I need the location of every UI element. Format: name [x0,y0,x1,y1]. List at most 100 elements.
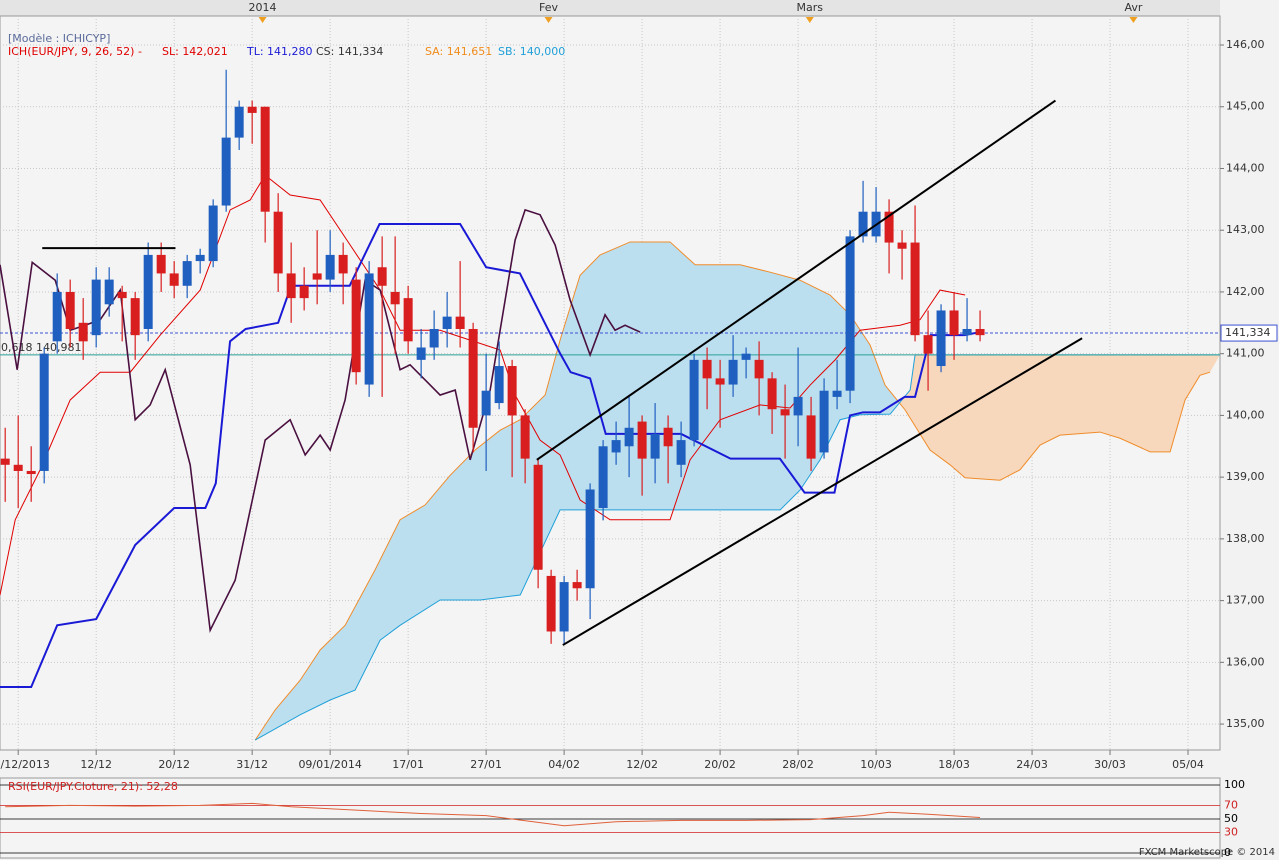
candle-body [585,489,595,589]
y-tick-label: 50 [1224,812,1238,825]
y-tick-label: 136,00 [1226,655,1265,668]
candle-body [793,396,803,416]
plot-area: 0,618 140,981 [0,16,1220,750]
candle-body [286,273,296,299]
candle-body [364,273,374,385]
y-tick-label: 142,00 [1226,285,1265,298]
candle-body [819,390,829,453]
candle-body [650,433,660,459]
last-price-label: 141,334 [1225,326,1271,339]
indicator-line [0,208,641,633]
candle-body [78,322,88,342]
candle-body [975,328,985,336]
candle-body [65,291,75,329]
candle-body [923,335,933,354]
y-tick-label: 135,00 [1226,717,1265,730]
candle-body [741,353,751,360]
candle-body [884,211,894,243]
candle-body [325,254,335,280]
x-tick-label: 18/03 [938,758,970,771]
candle-body [208,205,218,262]
candle-body [715,378,725,385]
x-tick-label: 05/04 [1172,758,1204,771]
candle-body [637,421,647,459]
candle-body [767,378,777,410]
candle-body [598,446,608,509]
candle-body [130,298,140,336]
candle-body [897,242,907,249]
y-tick-label: 145,00 [1226,100,1265,113]
candle-body [104,279,114,305]
trendline [562,337,1083,646]
month-marker [544,17,553,23]
month-label: Avr [1124,1,1142,14]
span-b [254,354,1220,741]
candle-body [728,359,738,385]
y-tick-label: 138,00 [1226,532,1265,545]
y-tick-label: 143,00 [1226,223,1265,236]
candle-body [143,254,153,329]
y-tick-label: 100 [1224,778,1245,791]
y-tick-label: 144,00 [1226,161,1265,174]
candle-body [221,137,231,206]
month-marker [1129,17,1138,23]
x-tick-label: 28/02 [782,758,814,771]
candle-body [949,310,959,336]
indicator-label: ICH(EUR/JPY, 9, 26, 52) - [8,45,142,58]
x-tick-label: 12/12 [80,758,112,771]
month-label: Fev [539,1,558,14]
candle-body [624,427,634,447]
candle-body [481,390,491,416]
x-tick-label: 03/12/2013 [0,758,50,771]
candle-body [455,316,465,329]
indicator-field: SL: 142,021 [162,45,228,58]
indicator-field: TL: 141,280 [246,45,313,58]
candle-body [494,366,504,404]
candle-body [13,464,23,471]
rsi-title: RSI(EUR/JPY.Cloture, 21): 52,28 [8,780,178,793]
month-marker [258,17,267,23]
candle-body [689,359,699,441]
candle-body [338,254,348,274]
y-tick-label: 146,00 [1226,38,1265,51]
candle-body [403,298,413,342]
candle-body [351,279,361,373]
candle-body [858,211,868,237]
x-tick-label: 30/03 [1094,758,1126,771]
rsi-panel [0,777,1221,859]
candle-body [663,427,673,447]
y-tick-label: 30 [1224,826,1238,839]
candle-body [377,267,387,286]
y-tick-label: 140,00 [1226,408,1265,421]
candle-body [117,291,127,299]
candle-body [91,279,101,336]
candle-body [936,310,946,367]
candle-body [520,415,530,459]
candle-body [234,106,244,138]
x-tick-label: 09/01/2014 [298,758,361,771]
y-tick-label: 141,00 [1226,347,1265,360]
x-tick-label: 17/01 [392,758,424,771]
x-tick-label: 12/02 [626,758,658,771]
candle-body [39,353,49,471]
candle-body [910,242,920,336]
candle-body [169,273,179,286]
footer: FXCM Marketscope © 2014 [1139,847,1275,858]
model-label: [Modèle : ICHICYP] [8,32,110,45]
candle-body [845,236,855,391]
candle-body [312,273,322,280]
month-label: 2014 [249,1,277,14]
candle-body [962,328,972,336]
candle-body [572,582,582,589]
x-tick-label: 27/01 [470,758,502,771]
y-tick-label: 70 [1224,798,1238,811]
candle-body [26,470,36,475]
y-tick-label: 0 [1224,846,1231,859]
indicator-field: CS: 141,334 [316,45,383,58]
indicator-line [0,174,966,596]
candle-body [52,291,62,342]
candle-body [754,359,764,379]
candle-body [780,409,790,416]
candle-body [468,328,478,428]
x-tick-label: 20/12 [158,758,190,771]
